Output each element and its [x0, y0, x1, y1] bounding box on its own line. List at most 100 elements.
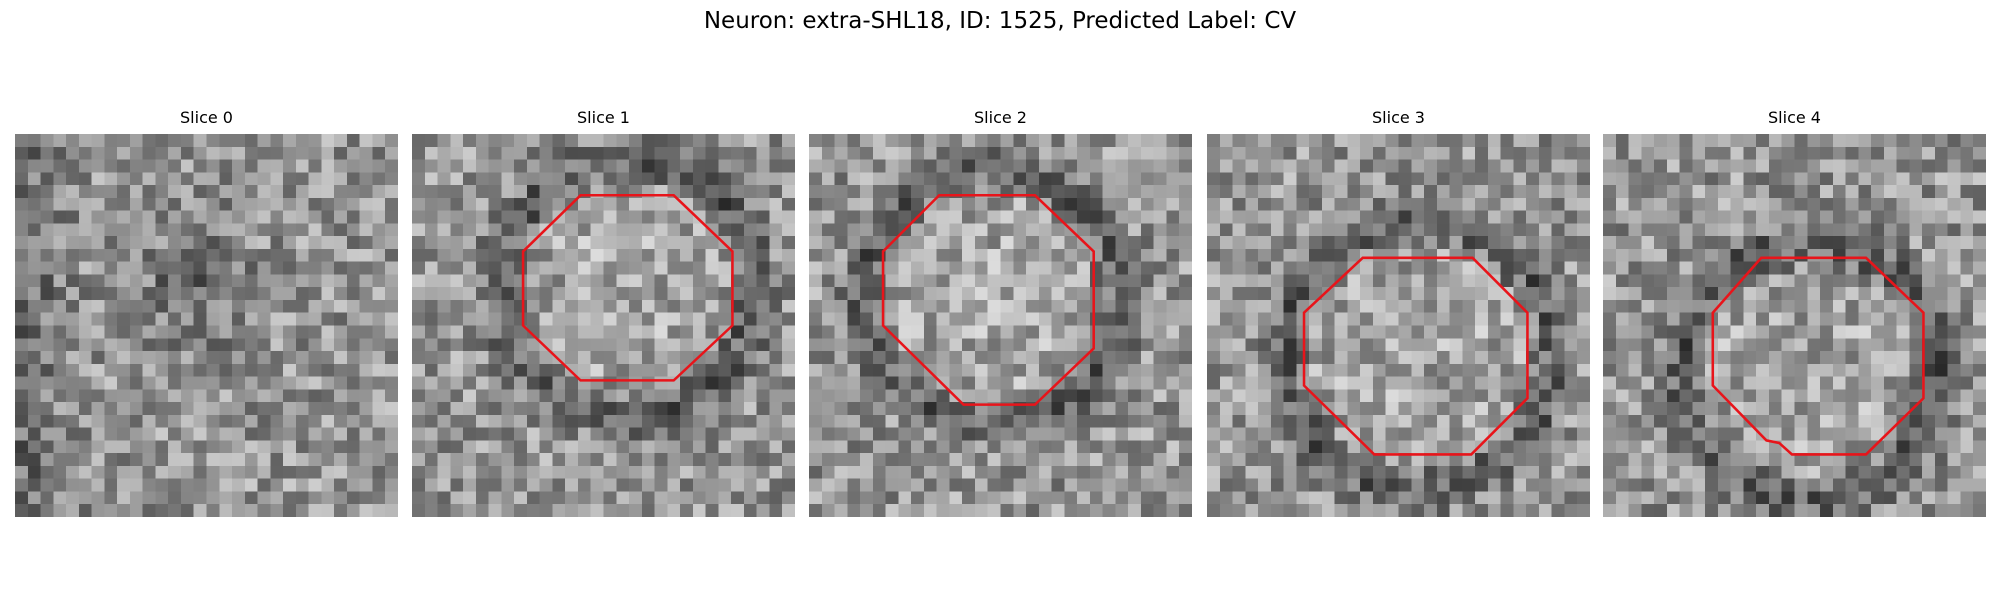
pixel: [923, 185, 937, 198]
pixel: [1398, 134, 1412, 147]
pixel: [590, 274, 604, 288]
pixel: [206, 134, 220, 147]
pixel: [1551, 299, 1565, 313]
pixel: [731, 134, 744, 147]
pixel: [834, 351, 848, 364]
pixel: [1000, 351, 1014, 364]
pixel: [1153, 414, 1167, 428]
pixel: [1768, 478, 1782, 492]
pixel: [295, 248, 309, 262]
pixel: [450, 287, 464, 300]
pixel: [463, 478, 476, 492]
pixel: [1411, 478, 1425, 492]
pixel: [1551, 363, 1565, 377]
pixel: [424, 504, 438, 517]
pixel: [372, 172, 386, 186]
pixel: [1960, 376, 1974, 390]
pixel: [91, 351, 105, 364]
pixel: [603, 134, 617, 147]
pixel: [603, 376, 617, 390]
pixel: [923, 134, 937, 147]
pixel: [1475, 338, 1488, 352]
pixel: [1947, 287, 1961, 300]
pixel: [1051, 287, 1065, 300]
pixel: [27, 210, 41, 224]
pixel: [450, 402, 464, 415]
pixel: [1385, 491, 1399, 505]
pixel: [1820, 274, 1833, 288]
pixel: [475, 465, 489, 479]
pixel: [1896, 402, 1910, 415]
pixel: [809, 210, 822, 224]
pixel: [1462, 172, 1476, 186]
pixel: [244, 172, 258, 186]
pixel: [104, 491, 118, 505]
pixel: [1896, 134, 1910, 147]
pixel: [1526, 210, 1539, 224]
pixel: [539, 338, 553, 352]
pixel: [1487, 427, 1501, 441]
pixel: [1603, 223, 1616, 237]
pixel: [1258, 376, 1271, 390]
pixel: [1179, 453, 1192, 466]
pixel: [514, 185, 527, 198]
pixel: [616, 274, 630, 288]
pixel: [180, 210, 194, 224]
pixel: [1475, 223, 1488, 237]
pixel: [1013, 236, 1027, 249]
pixel: [1372, 159, 1386, 173]
pixel: [1321, 172, 1335, 186]
pixel: [731, 146, 744, 160]
pixel: [168, 338, 181, 352]
pixel: [1360, 414, 1373, 428]
pixel: [1564, 210, 1578, 224]
pixel: [1153, 287, 1167, 300]
pixel: [1934, 248, 1948, 262]
pixel: [180, 325, 194, 339]
pixel: [692, 172, 706, 186]
pixel: [1909, 261, 1923, 275]
pixel: [1360, 261, 1373, 275]
pixel: [1628, 453, 1642, 466]
pixel: [372, 236, 386, 249]
pixel: [1411, 146, 1425, 160]
pixel: [718, 478, 732, 492]
pixel: [450, 312, 464, 326]
pixel: [206, 351, 220, 364]
pixel: [78, 338, 92, 352]
pixel: [1283, 402, 1297, 415]
pixel: [1730, 376, 1744, 390]
pixel: [1398, 299, 1412, 313]
pixel: [1270, 440, 1284, 454]
pixel: [782, 299, 795, 313]
pixel: [1666, 185, 1680, 198]
pixel: [66, 287, 79, 300]
pixel: [1615, 236, 1629, 249]
pixel: [847, 351, 861, 364]
pixel: [590, 159, 604, 173]
pixel: [1038, 363, 1052, 377]
pixel: [1820, 491, 1833, 505]
pixel: [1845, 414, 1859, 428]
pixel: [1692, 440, 1706, 454]
pixel: [629, 427, 642, 441]
pixel: [1321, 299, 1335, 313]
pixel: [372, 376, 386, 390]
pixel: [756, 465, 770, 479]
pixel: [1258, 402, 1271, 415]
pixel: [1564, 427, 1578, 441]
pixel: [1487, 440, 1501, 454]
pixel: [987, 172, 1001, 186]
pixel: [180, 261, 194, 275]
pixel: [1628, 376, 1642, 390]
pixel: [1717, 351, 1731, 364]
pixel: [1398, 453, 1412, 466]
pixel: [117, 376, 130, 390]
pixel: [1462, 465, 1476, 479]
pixel: [1232, 274, 1246, 288]
pixel: [1487, 491, 1501, 505]
pixel: [412, 134, 425, 147]
pixel: [1883, 414, 1897, 428]
pixel: [1577, 363, 1590, 377]
pixel: [27, 299, 41, 313]
